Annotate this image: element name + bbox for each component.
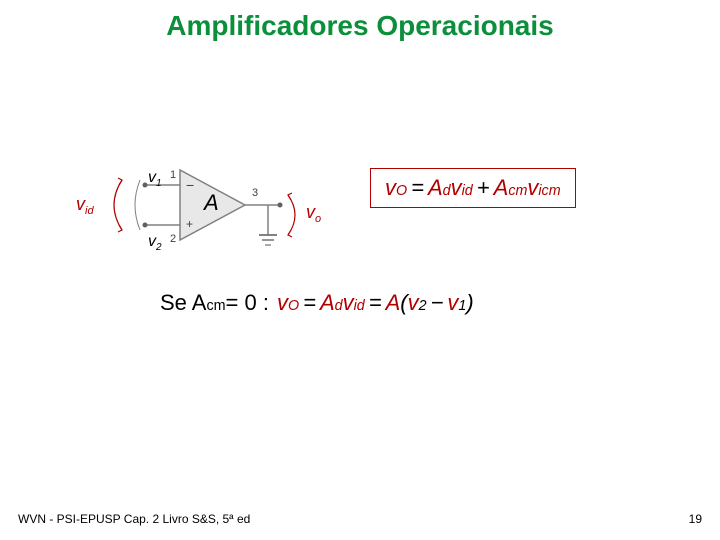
eq1-vicm-sub: icm (538, 183, 560, 199)
eq2-prefix-tail: = 0 : (226, 290, 277, 316)
eq2-v2-sub: 2 (419, 298, 427, 314)
eq2-minus: − (427, 290, 448, 316)
equation-1-box: v O = A d v id + A cm v icm (370, 168, 576, 208)
eq1-plus: + (473, 175, 494, 201)
eq1-eq: = (407, 175, 428, 201)
opamp-diagram: + − A 1 2 3 vid v1 v2 vo (70, 150, 330, 270)
eq2-rp: ) (466, 290, 473, 316)
eq1-Ad-sub: d (443, 183, 451, 199)
arc-vid-arrow-bot (118, 225, 122, 232)
terminal-1: 1 (170, 169, 176, 181)
arc-vo (288, 195, 295, 235)
terminal-3: 3 (252, 187, 258, 199)
node-3 (278, 203, 283, 208)
page-title: Amplificadores Operacionais (0, 10, 720, 42)
arc-vo-arrow-bot (288, 230, 292, 237)
arc-vo-arrow-top (288, 193, 292, 200)
eq1-vO-sub: O (396, 183, 407, 199)
slide: Amplificadores Operacionais + − A 1 (0, 0, 720, 540)
eq2-eq2: = (365, 290, 386, 316)
eq2-vO-v: v (277, 290, 288, 316)
eq2-A2: A (386, 290, 401, 316)
eq1-vid-v: v (451, 175, 462, 201)
opamp-minus: − (186, 177, 194, 193)
eq2-v2-v: v (408, 290, 419, 316)
equation-2-line: Se A cm = 0 : v O = A d v id = A ( v 2 −… (160, 290, 474, 316)
label-vid: vid (76, 194, 94, 217)
node-1 (143, 183, 148, 188)
eq1-vid-sub: id (462, 183, 473, 199)
gain-label: A (202, 190, 219, 215)
label-vo: vo (306, 202, 321, 225)
eq2-prefix-sub: cm (206, 298, 225, 314)
eq1-Acm-A: A (494, 175, 509, 201)
arc-v1v2 (135, 180, 140, 230)
eq1-vicm-v: v (527, 175, 538, 201)
arc-vid (114, 180, 122, 230)
eq2-v1-v: v (447, 290, 458, 316)
eq2-vid-sub: id (354, 298, 365, 314)
eq2-vO-sub: O (288, 298, 299, 314)
node-2 (143, 223, 148, 228)
eq1-Ad-A: A (428, 175, 443, 201)
eq2-Ad-A: A (320, 290, 335, 316)
eq1-Acm-sub: cm (508, 183, 527, 199)
eq2-eq1: = (299, 290, 320, 316)
eq2-vid-v: v (343, 290, 354, 316)
terminal-2: 2 (170, 233, 176, 245)
label-v1: v1 (148, 169, 162, 189)
footer-left: WVN - PSI-EPUSP Cap. 2 Livro S&S, 5ª ed (18, 512, 250, 526)
eq2-lp: ( (400, 290, 407, 316)
opamp-svg: + − A 1 2 3 vid v1 v2 vo (70, 150, 330, 270)
eq2-prefix-se: Se A (160, 290, 206, 316)
label-v2: v2 (148, 233, 162, 253)
footer-right: 19 (689, 512, 702, 526)
eq1-vO-v: v (385, 175, 396, 201)
eq2-Ad-sub: d (335, 298, 343, 314)
opamp-plus: + (186, 217, 193, 231)
arc-vid-arrow-top (118, 178, 122, 185)
